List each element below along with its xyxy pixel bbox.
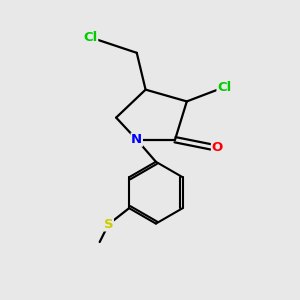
Text: Cl: Cl xyxy=(83,31,98,44)
Text: Cl: Cl xyxy=(217,81,231,94)
Text: N: N xyxy=(131,133,142,146)
Text: O: O xyxy=(212,141,223,154)
Text: S: S xyxy=(104,218,113,231)
